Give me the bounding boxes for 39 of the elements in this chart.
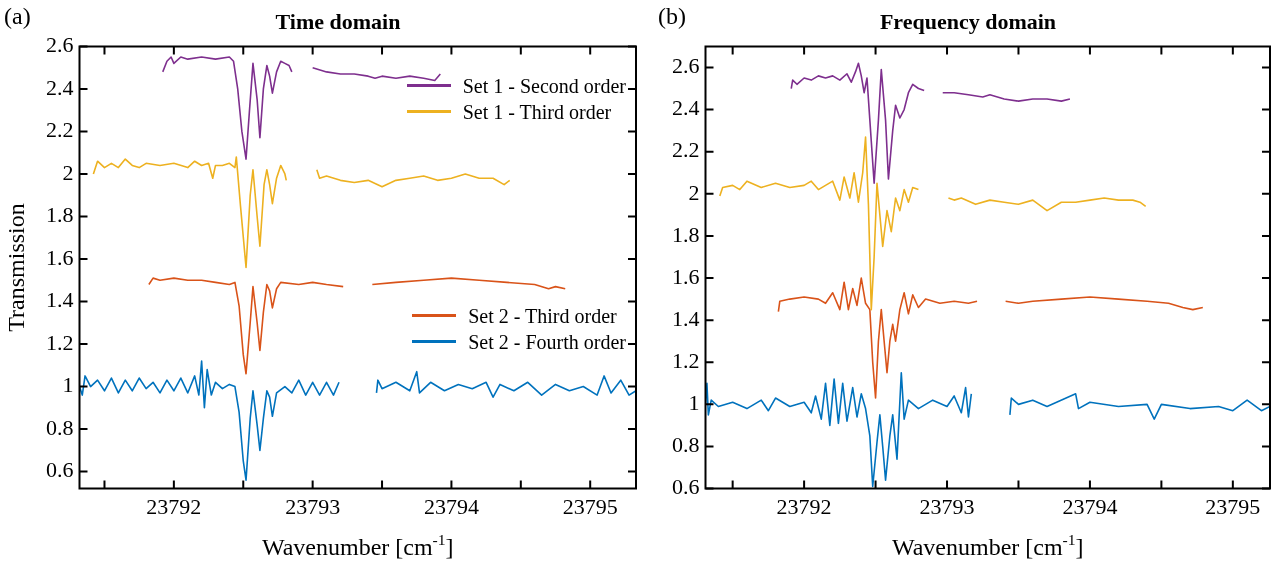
x-tick-label: 23794 xyxy=(1062,493,1118,519)
y-tick-label: 1.6 xyxy=(672,263,700,289)
x-tick-label: 23794 xyxy=(423,493,479,519)
y-tick-label: 2.2 xyxy=(672,137,700,163)
legend-label: Set 1 - Third order xyxy=(462,99,612,125)
y-tick-label: 1 xyxy=(62,372,74,398)
text: (b) xyxy=(658,3,686,30)
y-tick-label: 2.4 xyxy=(46,74,74,100)
y-tick-label: 0.6 xyxy=(672,474,700,500)
x-tick-label: 23795 xyxy=(562,493,618,519)
chart-title: Time domain xyxy=(275,8,401,34)
x-tick-label: 23795 xyxy=(1205,493,1261,519)
x-tick-label: 23792 xyxy=(146,493,202,519)
y-tick-label: 1 xyxy=(688,390,700,416)
x-tick-label: 23792 xyxy=(776,493,832,519)
legend-label: Set 2 - Fourth order xyxy=(468,329,626,355)
text: (a) xyxy=(4,3,31,30)
legend-label: Set 2 - Third order xyxy=(468,303,617,329)
y-axis-title: Transmission xyxy=(3,203,29,332)
y-tick-label: 2.4 xyxy=(672,95,700,121)
y-tick-label: 0.8 xyxy=(46,414,74,440)
y-tick-label: 2 xyxy=(62,159,74,185)
y-tick-label: 1.8 xyxy=(672,221,700,247)
y-tick-label: 1.4 xyxy=(672,305,700,331)
y-tick-label: 1.2 xyxy=(672,348,700,374)
y-tick-label: 1.8 xyxy=(46,202,74,228)
x-tick-label: 23793 xyxy=(285,493,341,519)
y-tick-label: 0.6 xyxy=(46,457,74,483)
y-tick-label: 2 xyxy=(688,179,700,205)
y-tick-label: 1.6 xyxy=(46,244,74,270)
y-tick-label: 2.2 xyxy=(46,117,74,143)
y-tick-label: 2.6 xyxy=(672,53,700,79)
y-tick-label: 1.4 xyxy=(46,287,74,313)
y-tick-label: 0.8 xyxy=(672,432,700,458)
y-tick-label: 2.6 xyxy=(46,32,74,58)
y-tick-label: 1.2 xyxy=(46,329,74,355)
legend-label: Set 1 - Second order xyxy=(462,73,626,99)
chart-title: Frequency domain xyxy=(879,8,1057,34)
x-tick-label: 23793 xyxy=(919,493,975,519)
